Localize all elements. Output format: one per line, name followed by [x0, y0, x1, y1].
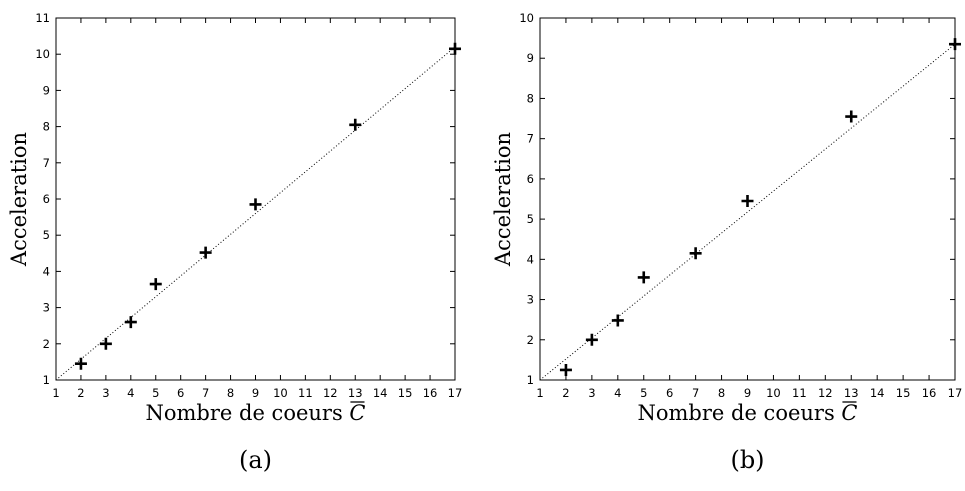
- x-tick-label: 12: [818, 386, 833, 400]
- x-tick-label: 8: [718, 386, 725, 400]
- x-tick-label: 14: [373, 386, 388, 400]
- x-tick-label: 5: [640, 386, 647, 400]
- x-axis-title-symbol: C: [349, 401, 365, 425]
- data-point: [199, 246, 212, 259]
- panel-caption: (a): [239, 446, 272, 474]
- x-tick-label: 4: [614, 386, 621, 400]
- y-tick-label: 8: [43, 120, 50, 134]
- panel-caption: (b): [730, 446, 764, 474]
- x-tick-label: 6: [666, 386, 673, 400]
- x-tick-label: 3: [102, 386, 109, 400]
- y-tick-label: 6: [527, 172, 534, 186]
- data-point: [449, 42, 461, 55]
- data-point: [124, 316, 137, 329]
- x-tick-label: 10: [766, 386, 781, 400]
- x-tick-label: 1: [52, 386, 59, 400]
- data-point: [637, 271, 650, 284]
- x-tick-label: 9: [252, 386, 259, 400]
- x-tick-label: 6: [177, 386, 184, 400]
- x-tick-label: 7: [202, 386, 209, 400]
- y-axis: 1 2 3 4 5 6 7 8 9 10 11: [35, 11, 455, 387]
- x-axis-title: Nombre de coeurs C: [146, 401, 366, 425]
- x-tick-label: 15: [896, 386, 911, 400]
- y-tick-label: 2: [527, 333, 534, 347]
- data-point: [149, 278, 162, 291]
- x-tick-label: 9: [744, 386, 751, 400]
- x-axis: 1 2 3 4 5 6 7 8 9 10 11 12 13 14 15 16 17: [536, 18, 962, 400]
- data-point: [585, 333, 598, 346]
- data-point: [349, 118, 362, 131]
- x-tick-label: 11: [792, 386, 807, 400]
- y-tick-label: 6: [43, 192, 50, 206]
- data-point: [689, 247, 702, 260]
- y-axis-title: Acceleration: [7, 132, 31, 267]
- x-axis-title-text: Nombre de coeurs: [638, 401, 835, 425]
- y-tick-label: 1: [527, 373, 534, 387]
- x-tick-label: 10: [273, 386, 288, 400]
- x-tick-label: 1: [536, 386, 543, 400]
- y-tick-label: 5: [43, 228, 50, 242]
- x-tick-label: 13: [348, 386, 363, 400]
- data-points: [74, 42, 461, 370]
- y-axis: 1 2 3 4 5 6 7 8 9 10: [519, 11, 955, 387]
- y-tick-label: 4: [43, 264, 50, 278]
- y-tick-label: 11: [35, 11, 50, 25]
- data-point: [949, 38, 961, 51]
- x-tick-label: 17: [448, 386, 463, 400]
- data-point: [611, 314, 624, 327]
- x-tick-label: 7: [692, 386, 699, 400]
- x-tick-label: 3: [588, 386, 595, 400]
- data-point: [845, 110, 858, 123]
- y-tick-label: 4: [527, 252, 534, 266]
- x-tick-label: 4: [127, 386, 134, 400]
- x-axis-title: Nombre de coeurs C: [638, 401, 858, 425]
- reference-line: [55, 46, 456, 381]
- y-tick-label: 10: [519, 11, 534, 25]
- y-tick-label: 7: [527, 132, 534, 146]
- x-tick-label: 2: [562, 386, 569, 400]
- data-point: [559, 363, 572, 376]
- x-axis-title-text: Nombre de coeurs: [146, 401, 343, 425]
- y-tick-label: 1: [43, 373, 50, 387]
- data-point: [74, 357, 87, 370]
- x-tick-label: 2: [77, 386, 84, 400]
- y-tick-label: 7: [43, 156, 50, 170]
- x-tick-label: 12: [323, 386, 338, 400]
- y-tick-label: 10: [35, 47, 50, 61]
- data-point: [249, 198, 262, 211]
- y-tick-label: 9: [43, 83, 50, 97]
- x-tick-label: 13: [844, 386, 859, 400]
- y-tick-label: 2: [43, 337, 50, 351]
- x-tick-label: 8: [227, 386, 234, 400]
- x-tick-label: 15: [398, 386, 413, 400]
- y-tick-label: 8: [527, 91, 534, 105]
- x-tick-label: 17: [948, 386, 963, 400]
- x-tick-label: 5: [152, 386, 159, 400]
- data-points: [559, 38, 961, 376]
- chart-panel-a: 1 2 3 4 5 6 7 8 9 10 11 12 13 14 15 16 17 1234567891011 …: [7, 11, 462, 474]
- y-axis-title: Acceleration: [491, 132, 515, 267]
- x-tick-label: 16: [423, 386, 438, 400]
- x-tick-label: 16: [922, 386, 937, 400]
- reference-line: [539, 43, 956, 381]
- y-tick-label: 5: [527, 212, 534, 226]
- x-tick-label: 14: [870, 386, 885, 400]
- x-axis-title-symbol: C: [841, 401, 857, 425]
- y-tick-label: 3: [43, 301, 50, 315]
- data-point: [99, 337, 112, 350]
- y-tick-label: 9: [527, 51, 534, 65]
- data-point: [741, 195, 754, 208]
- y-tick-label: 3: [527, 293, 534, 307]
- x-tick-label: 11: [298, 386, 313, 400]
- x-axis: 1 2 3 4 5 6 7 8 9 10 11 12 13 14 15 16 17: [52, 18, 462, 400]
